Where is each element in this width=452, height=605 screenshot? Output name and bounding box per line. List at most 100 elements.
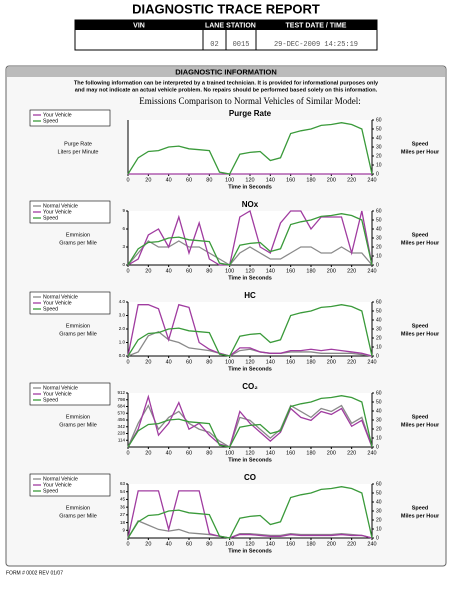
x-tick-label: 20 bbox=[145, 359, 151, 365]
y-axis-label: Emmision bbox=[66, 232, 90, 238]
y2-tick-label: 20 bbox=[376, 517, 382, 523]
x-tick-label: 40 bbox=[166, 450, 172, 456]
x-tick-label: 200 bbox=[327, 541, 336, 547]
y-tick-label: 4.0 bbox=[119, 299, 126, 304]
x-tick-label: 140 bbox=[266, 450, 275, 456]
legend-label: Your Vehicle bbox=[43, 209, 72, 215]
x-tick-label: 200 bbox=[327, 268, 336, 274]
y-tick-label: 3 bbox=[122, 244, 125, 249]
plot-area bbox=[128, 211, 372, 265]
y2-axis-label: Miles per Hour bbox=[401, 149, 440, 155]
y2-axis-label: Speed bbox=[412, 505, 429, 511]
y2-tick-label: 30 bbox=[376, 417, 382, 423]
series-line bbox=[127, 303, 373, 357]
x-tick-label: 160 bbox=[286, 268, 295, 274]
plot-area bbox=[128, 120, 372, 174]
x-tick-label: 40 bbox=[166, 268, 172, 274]
y-tick-label: 45 bbox=[120, 497, 126, 502]
y-axis-label: Purge Rate bbox=[64, 141, 92, 147]
y2-tick-label: 50 bbox=[376, 126, 382, 132]
x-tick-label: 0 bbox=[126, 541, 129, 547]
y2-tick-label: 20 bbox=[376, 335, 382, 341]
chart-title: CO bbox=[244, 473, 256, 482]
x-tick-label: 160 bbox=[286, 359, 295, 365]
y2-axis-label: Speed bbox=[412, 141, 429, 147]
y2-tick-label: 40 bbox=[376, 499, 382, 505]
legend-label: Speed bbox=[43, 215, 58, 221]
y-tick-label: 6 bbox=[122, 226, 125, 231]
x-tick-label: 140 bbox=[266, 541, 275, 547]
series-line bbox=[127, 486, 373, 539]
table-header: TEST DATE / TIME bbox=[286, 22, 347, 29]
y2-tick-label: 40 bbox=[376, 226, 382, 232]
x-tick-label: 60 bbox=[186, 177, 192, 183]
legend-label: Your Vehicle bbox=[43, 112, 72, 118]
x-tick-label: 240 bbox=[367, 268, 376, 274]
y2-tick-label: 0 bbox=[376, 353, 379, 359]
x-tick-label: 60 bbox=[186, 359, 192, 365]
x-tick-label: 120 bbox=[245, 541, 254, 547]
y-tick-label: 114 bbox=[118, 437, 126, 442]
chart-title: CO₂ bbox=[242, 382, 258, 391]
series-line bbox=[127, 213, 373, 266]
y2-tick-label: 30 bbox=[376, 235, 382, 241]
legend bbox=[29, 109, 111, 127]
series-line bbox=[127, 122, 373, 175]
x-tick-label: 100 bbox=[225, 541, 234, 547]
x-tick-label: 220 bbox=[347, 268, 356, 274]
notice: The following information can be interpr… bbox=[74, 80, 379, 86]
y2-tick-label: 50 bbox=[376, 308, 382, 314]
x-tick-label: 160 bbox=[286, 450, 295, 456]
table-header: STATION bbox=[226, 22, 256, 29]
x-tick-label: 0 bbox=[126, 177, 129, 183]
x-tick-label: 220 bbox=[347, 177, 356, 183]
series-line bbox=[127, 404, 373, 448]
x-tick-label: 80 bbox=[206, 450, 212, 456]
series-line bbox=[127, 394, 373, 448]
table-cell: 29-DEC-2009 14:25:19 bbox=[274, 41, 358, 49]
y-tick-label: 54 bbox=[120, 489, 126, 494]
legend bbox=[29, 382, 111, 406]
legend-label: Normal Vehicle bbox=[43, 476, 78, 482]
y2-tick-label: 0 bbox=[376, 262, 379, 268]
x-tick-label: 180 bbox=[306, 359, 315, 365]
x-tick-label: 220 bbox=[347, 359, 356, 365]
x-tick-label: 60 bbox=[186, 268, 192, 274]
x-tick-label: 0 bbox=[126, 268, 129, 274]
y-tick-label: 36 bbox=[120, 504, 126, 509]
y-tick-label: 798 bbox=[117, 397, 125, 402]
y-tick-label: 1.0 bbox=[119, 340, 126, 345]
y2-tick-label: 20 bbox=[376, 426, 382, 432]
x-tick-label: 120 bbox=[245, 359, 254, 365]
y-axis-label: Emmision bbox=[66, 414, 90, 420]
x-tick-label: 160 bbox=[286, 177, 295, 183]
x-tick-label: 120 bbox=[245, 177, 254, 183]
y2-axis-label: Miles per Hour bbox=[401, 513, 440, 519]
y-tick-label: 27 bbox=[120, 512, 126, 517]
legend bbox=[29, 291, 111, 315]
x-tick-label: 240 bbox=[367, 450, 376, 456]
series-line bbox=[127, 210, 373, 266]
y-axis-label: Grams per Mile bbox=[59, 240, 97, 246]
y2-tick-label: 0 bbox=[376, 171, 379, 177]
y2-tick-label: 40 bbox=[376, 135, 382, 141]
y2-tick-label: 0 bbox=[376, 535, 379, 541]
x-tick-label: 140 bbox=[266, 177, 275, 183]
y2-axis-label: Speed bbox=[412, 323, 429, 329]
legend-label: Speed bbox=[43, 397, 58, 403]
y2-tick-label: 40 bbox=[376, 317, 382, 323]
x-tick-label: 140 bbox=[266, 359, 275, 365]
y2-tick-label: 30 bbox=[376, 326, 382, 332]
y-axis-label: Grams per Mile bbox=[59, 513, 97, 519]
y2-axis-label: Miles per Hour bbox=[401, 331, 440, 337]
table-cell: 0015 bbox=[233, 41, 250, 49]
legend-label: Speed bbox=[43, 306, 58, 312]
x-axis-label: Time in Seconds bbox=[228, 275, 272, 281]
y-tick-label: 9 bbox=[122, 527, 125, 532]
y2-tick-label: 10 bbox=[376, 526, 382, 532]
y-tick-label: 228 bbox=[117, 431, 125, 436]
x-tick-label: 60 bbox=[186, 450, 192, 456]
y-axis-label: Emmision bbox=[66, 323, 90, 329]
